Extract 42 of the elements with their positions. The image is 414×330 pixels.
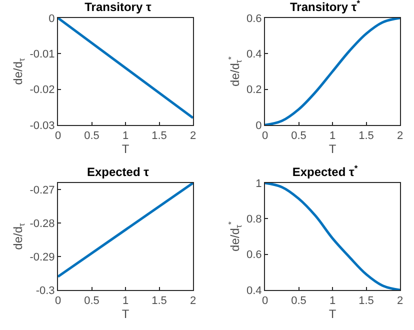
x-tick-label: 0.5 xyxy=(291,130,306,142)
line-series xyxy=(265,18,400,125)
chart-title: Expected τ xyxy=(86,164,150,179)
x-tick-label: 1.5 xyxy=(358,295,374,308)
y-tick-label: 0 xyxy=(256,120,262,132)
x-tick-label: 1 xyxy=(122,295,129,308)
y-tick-label: -0.01 xyxy=(30,48,55,61)
x-tick-label: 2 xyxy=(190,130,196,142)
y-tick-label: -0.02 xyxy=(30,84,55,96)
y-tick-label: -0.3 xyxy=(36,284,55,297)
y-tick-label: -0.29 xyxy=(30,251,55,264)
y-tick-label: 0.6 xyxy=(246,12,262,25)
x-tick-label: 1.5 xyxy=(152,130,167,142)
line-series xyxy=(265,183,400,290)
x-tick-label: 1.5 xyxy=(152,295,167,308)
x-axis-title: T xyxy=(122,142,130,156)
y-tick-label: -0.03 xyxy=(30,120,55,132)
x-tick-label: 2 xyxy=(396,295,404,308)
x-tick-label: 1 xyxy=(329,295,336,308)
y-tick-label: 0.8 xyxy=(246,214,262,226)
x-axis-title: T xyxy=(328,142,337,156)
x-tick-label: 0.5 xyxy=(84,130,100,142)
chart-title: Expected τ$^{*}$ xyxy=(292,162,358,179)
x-tick-label: 1 xyxy=(122,130,129,142)
x-axis-title: T xyxy=(328,307,337,322)
y-tick-label: 0.4 xyxy=(246,48,262,61)
y-tick-label: -0.28 xyxy=(30,218,55,230)
x-tick-label: 1 xyxy=(329,130,336,142)
y-tick-label: 0.4 xyxy=(246,284,262,297)
x-tick-label: 1.5 xyxy=(358,130,374,142)
y-tick-label: -0.27 xyxy=(30,184,55,197)
y-tick-label: 0.6 xyxy=(246,249,262,262)
y-tick-label: 0 xyxy=(48,12,55,25)
chart-title: Transitory τ$^{*}$ xyxy=(290,0,361,14)
x-tick-label: 0.5 xyxy=(291,295,306,308)
x-tick-label: 0.5 xyxy=(84,295,100,308)
y-tick-label: 0.2 xyxy=(246,84,262,96)
x-tick-label: 2 xyxy=(396,130,404,142)
x-axis-title: T xyxy=(122,307,130,322)
x-tick-label: 2 xyxy=(190,295,196,308)
y-tick-label: 1 xyxy=(256,178,262,190)
chart-title: Transitory τ xyxy=(84,0,152,14)
